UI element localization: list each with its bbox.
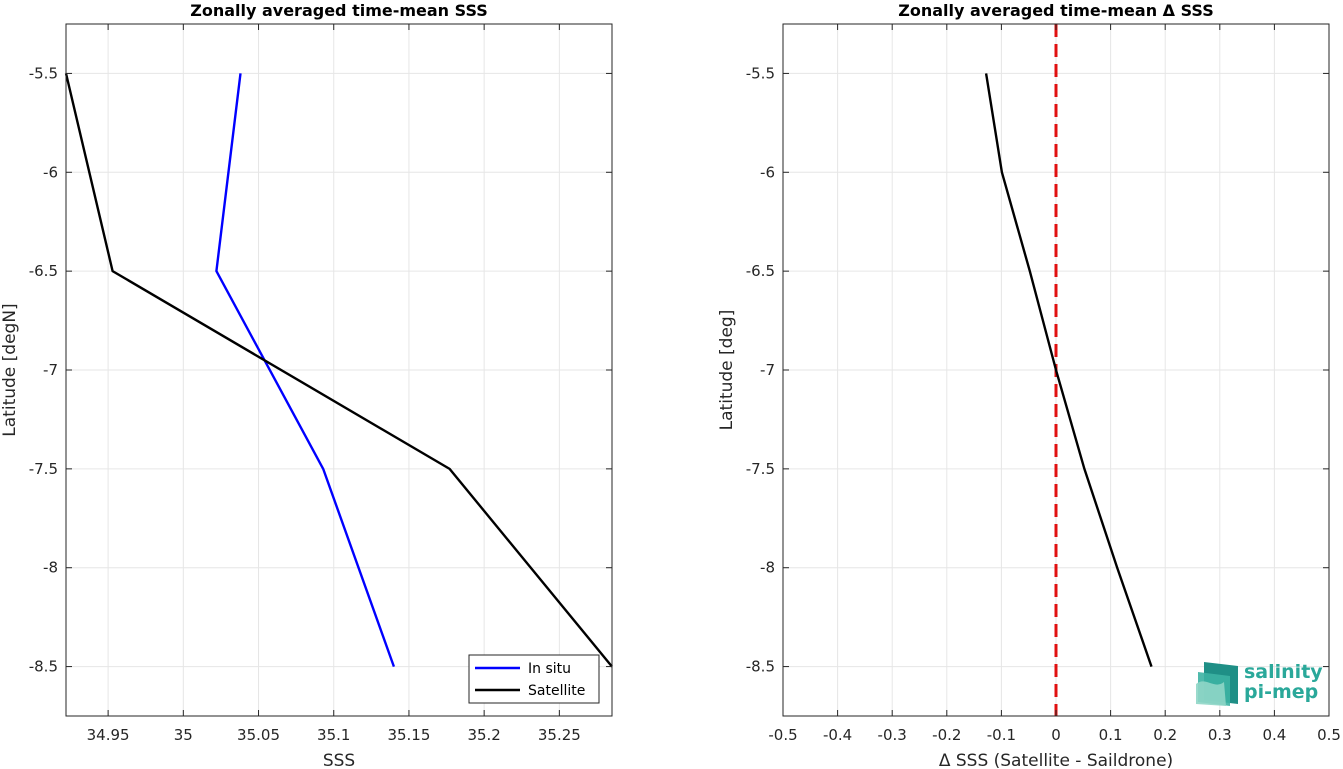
delta-line-series-0 [984,73,1153,667]
sss-ytick-label: -5.5 [29,64,58,82]
delta-ytick-label: -6 [760,163,775,181]
delta-ytick-label: -8.5 [746,658,775,676]
delta-title: Zonally averaged time-mean Δ SSS [898,1,1214,20]
sss-x-ticks: 34.95 35 35.05 35.1 35.15 35.2 35.25 [87,24,581,744]
sss-ytick-label: -7 [43,361,58,379]
delta-series [984,73,1153,667]
sss-xtick-label: 35.2 [467,726,500,744]
sss-y-ticks: -5.5 -6 -6.5 -7 -7.5 -8 -8.5 [29,64,612,676]
sss-xtick-label: 35.25 [538,726,581,744]
sss-ytick-label: -6 [43,163,58,181]
sss-grid [66,24,612,716]
delta-ytick-label: -5.5 [746,64,775,82]
delta-xtick-label: 0.1 [1099,726,1123,744]
delta-sss-panel: -0.5 -0.4 -0.3 -0.2 -0.1 0 0.1 0.2 0.3 0.4 0.5 -5.… [717,1,1341,769]
delta-xtick-label: 0 [1051,726,1061,744]
delta-xtick-label: -0.3 [878,726,907,744]
delta-xtick-label: -0.4 [823,726,852,744]
sss-x-label: SSS [323,751,355,769]
delta-ytick-label: -6.5 [746,262,775,280]
salinity-pi-mep-logo: salinity pi-mep [1196,661,1323,706]
delta-xtick-label: 0.4 [1262,726,1286,744]
sss-legend: In situ Satellite [468,654,600,704]
delta-x-ticks: -0.5 -0.4 -0.3 -0.2 -0.1 0 0.1 0.2 0.3 0.4 0.5 [768,24,1341,744]
legend-label-satellite: Satellite [528,683,585,699]
logo-text-salinity: salinity [1244,661,1323,683]
sss-ytick-label: -7.5 [29,460,58,478]
sss-y-label: Latitude [degN] [0,303,20,436]
delta-xtick-label: -0.5 [768,726,797,744]
delta-ytick-label: -8 [760,559,775,577]
sss-ytick-label: -8.5 [29,658,58,676]
delta-ytick-label: -7.5 [746,460,775,478]
sss-line-satellite [64,73,613,668]
sss-line-in-situ [215,73,396,668]
logo-text-pi-mep: pi-mep [1244,681,1318,703]
delta-y-label: Latitude [deg] [717,310,737,431]
sss-xtick-label: 35.1 [317,726,350,744]
delta-xtick-label: 0.3 [1208,726,1232,744]
sss-title: Zonally averaged time-mean SSS [190,1,488,20]
logo-mark-front [1196,681,1226,706]
delta-y-ticks: -5.5 -6 -6.5 -7 -7.5 -8 -8.5 [746,64,1329,676]
delta-xtick-label: -0.2 [932,726,961,744]
sss-panel: 34.95 35 35.05 35.1 35.15 35.2 35.25 -5.5 -6 -6.… [0,1,613,769]
sss-series [64,73,613,668]
legend-box [468,654,600,704]
sss-ytick-label: -6.5 [29,262,58,280]
sss-xtick-label: 35.15 [387,726,430,744]
sss-xtick-label: 35.05 [237,726,280,744]
sss-ytick-label: -8 [43,559,58,577]
legend-label-in-situ: In situ [528,661,571,677]
delta-xtick-label: 0.2 [1153,726,1177,744]
delta-x-label: Δ SSS (Satellite - Saildrone) [939,751,1173,769]
delta-xtick-label: -0.1 [987,726,1016,744]
sss-xtick-label: 34.95 [87,726,130,744]
delta-ytick-label: -7 [760,361,775,379]
sss-xtick-label: 35 [174,726,193,744]
delta-xtick-label: 0.5 [1317,726,1341,744]
